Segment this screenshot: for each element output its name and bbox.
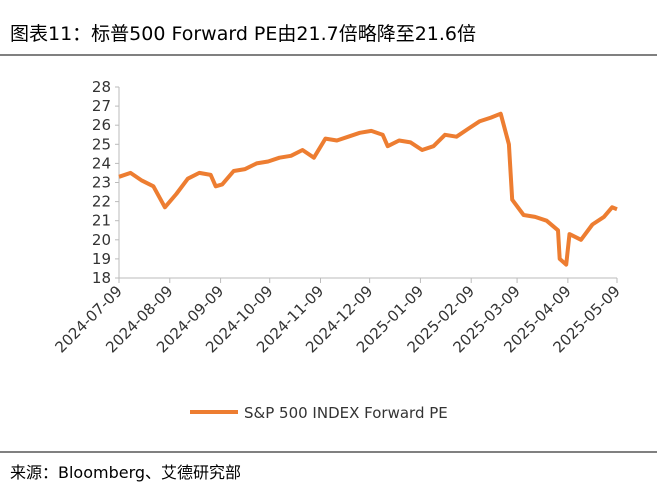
- y-tick-label: 23: [92, 174, 111, 192]
- y-tick-label: 18: [92, 269, 111, 287]
- chart-title: 图表11：标普500 Forward PE由21.7倍略降至21.6倍: [10, 23, 476, 45]
- y-tick-label: 27: [92, 97, 111, 115]
- y-tick-label: 21: [92, 212, 111, 230]
- source: 来源：Bloomberg、艾德研究部: [10, 463, 241, 482]
- y-tick-label: 26: [92, 116, 111, 134]
- y-tick-label: 20: [92, 231, 111, 249]
- legend-label: S&P 500 INDEX Forward PE: [244, 404, 448, 422]
- y-tick-label: 25: [92, 135, 111, 153]
- line: [118, 111, 618, 267]
- y-tick-label: 28: [92, 78, 111, 96]
- y-tick-label: 24: [92, 154, 111, 172]
- y-tick-label: 19: [92, 250, 111, 268]
- y-tick-label: 22: [92, 193, 111, 211]
